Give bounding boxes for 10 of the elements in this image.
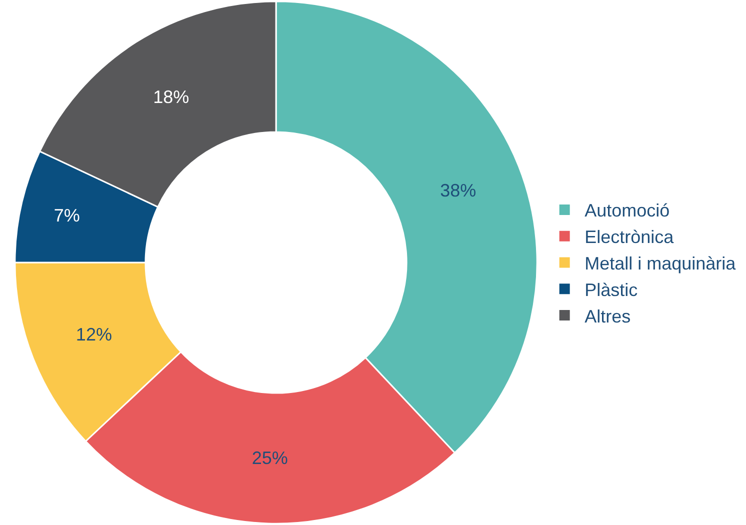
data-label: 7% [54, 206, 80, 226]
data-label: 12% [76, 324, 112, 345]
legend-label: Altres [584, 306, 631, 326]
data-label: 18% [153, 87, 190, 108]
data-label: 38% [440, 180, 476, 200]
legend-label: Plàstic [584, 280, 638, 300]
legend-label: Automoció [584, 200, 670, 221]
legend-label: Electrònica [584, 227, 675, 248]
data-label: 25% [252, 448, 288, 468]
legend-label: Metall i maquinària [584, 254, 737, 274]
